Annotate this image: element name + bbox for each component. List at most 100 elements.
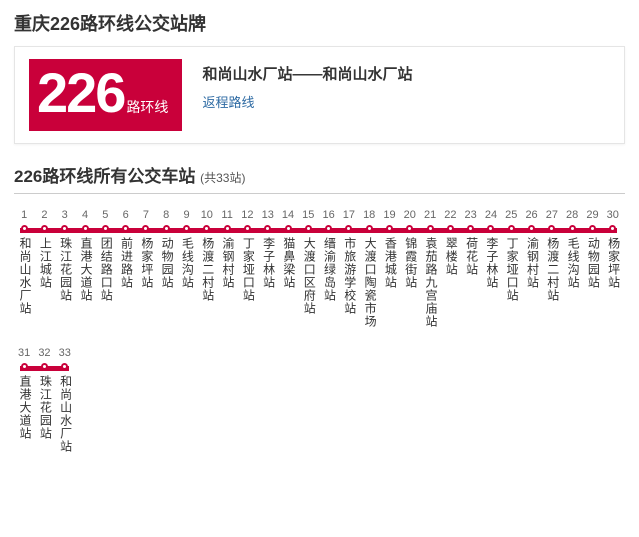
stop-dot xyxy=(427,225,434,232)
stop-dot xyxy=(183,225,190,232)
stop-name: 直港大道站 xyxy=(78,237,92,302)
stop-dot xyxy=(264,225,271,232)
stop[interactable]: 10杨渡二村站 xyxy=(197,208,217,328)
stop-number: 1 xyxy=(21,208,27,222)
stop-number: 13 xyxy=(262,208,274,222)
stop-dot xyxy=(609,225,616,232)
stop[interactable]: 29动物园站 xyxy=(582,208,602,328)
stop-name: 大渡口陶瓷市场 xyxy=(362,237,376,328)
stop-dot xyxy=(569,225,576,232)
stop-dot xyxy=(41,363,48,370)
stop[interactable]: 30杨家坪站 xyxy=(603,208,623,328)
stop-number: 24 xyxy=(485,208,497,222)
stop-name: 市旅游学校站 xyxy=(342,237,356,315)
stop-name: 杨家坪站 xyxy=(139,237,153,289)
stop-name: 翠楼站 xyxy=(443,237,457,276)
return-route-link[interactable]: 返程路线 xyxy=(202,92,412,111)
stop-name: 毛线沟站 xyxy=(180,237,194,289)
stop-dot xyxy=(366,225,373,232)
route-header-card: 226 路环线 和尚山水厂站——和尚山水厂站 返程路线 xyxy=(14,46,625,144)
stop-dot xyxy=(508,225,515,232)
stop-dot xyxy=(82,225,89,232)
stop[interactable]: 13李子林站 xyxy=(258,208,278,328)
section-title-text: 226路环线所有公交车站 xyxy=(14,167,195,186)
stop-dot xyxy=(41,225,48,232)
stop-number: 18 xyxy=(363,208,375,222)
stop[interactable]: 16缙渝绿岛站 xyxy=(318,208,338,328)
stop-name: 猫鼻梁站 xyxy=(281,237,295,289)
stop-name: 前进路站 xyxy=(119,237,133,289)
stop-number: 11 xyxy=(221,208,232,222)
stops-flex: 1和尚山水厂站2上江城站3珠江花园站4直港大道站 5 团结路口站 6 前进路站 7 杨家坪站… xyxy=(14,208,625,328)
stop-number: 19 xyxy=(383,208,395,222)
stop[interactable]: 7 杨家坪站 xyxy=(136,208,156,328)
stop[interactable]: 18 大渡口陶瓷市场 xyxy=(359,208,379,328)
stop-name: 毛线沟站 xyxy=(565,237,579,289)
stop-dot xyxy=(487,225,494,232)
stop-number: 17 xyxy=(343,208,355,222)
stop-number: 30 xyxy=(607,208,619,222)
stop-dot xyxy=(122,225,129,232)
stop[interactable]: 15大渡口区府站 xyxy=(298,208,318,328)
stop-name: 动物园站 xyxy=(586,237,600,289)
stop[interactable]: 5 团结路口站 xyxy=(95,208,115,328)
stop-dot xyxy=(244,225,251,232)
stop[interactable]: 6 前进路站 xyxy=(115,208,135,328)
stop-name: 荷花站 xyxy=(464,237,478,276)
stop[interactable]: 19香港城站 xyxy=(379,208,399,328)
stop-number: 26 xyxy=(525,208,537,222)
stop-dot xyxy=(102,225,109,232)
stop-number: 10 xyxy=(201,208,213,222)
stops-row: 1和尚山水厂站2上江城站3珠江花园站4直港大道站 5 团结路口站 6 前进路站 7 杨家坪站… xyxy=(14,208,625,328)
stop-number: 6 xyxy=(123,208,129,222)
stop-number: 14 xyxy=(282,208,294,222)
stop-number: 21 xyxy=(424,208,436,222)
stop-number: 32 xyxy=(38,346,50,360)
stops-row: 31 直港大道站 32 珠江花园站33和尚山水厂站 xyxy=(14,346,625,453)
stop[interactable]: 4直港大道站 xyxy=(75,208,95,328)
stop[interactable]: 14 猫鼻梁站 xyxy=(278,208,298,328)
stop[interactable]: 21袁茄路九宫庙站 xyxy=(420,208,440,328)
stop-name: 李子林站 xyxy=(484,237,498,289)
stop-dot xyxy=(447,225,454,232)
stop-number: 5 xyxy=(102,208,108,222)
stop-number: 12 xyxy=(241,208,253,222)
stops-container: 1和尚山水厂站2上江城站3珠江花园站4直港大道站 5 团结路口站 6 前进路站 7 杨家坪站… xyxy=(14,208,625,453)
stop[interactable]: 2上江城站 xyxy=(34,208,54,328)
stop-dot xyxy=(285,225,292,232)
stop-name: 珠江花园站 xyxy=(38,375,52,440)
stop[interactable]: 8动物园站 xyxy=(156,208,176,328)
stop[interactable]: 9毛线沟站 xyxy=(176,208,196,328)
page-title: 重庆226路环线公交站牌 xyxy=(14,10,625,36)
stop-number: 2 xyxy=(41,208,47,222)
stop[interactable]: 12丁家垭口站 xyxy=(237,208,257,328)
stop[interactable]: 32 珠江花园站 xyxy=(34,346,54,453)
stop-dot xyxy=(203,225,210,232)
stop-dot xyxy=(305,225,312,232)
stop-number: 31 xyxy=(18,346,30,360)
stop-name: 直港大道站 xyxy=(17,375,31,440)
stop[interactable]: 26渝钢村站 xyxy=(521,208,541,328)
stop[interactable]: 11 渝钢村站 xyxy=(217,208,237,328)
stop-number: 22 xyxy=(444,208,456,222)
stop-number: 7 xyxy=(143,208,149,222)
stop[interactable]: 3珠江花园站 xyxy=(55,208,75,328)
stop-number: 25 xyxy=(505,208,517,222)
stop[interactable]: 31 直港大道站 xyxy=(14,346,34,453)
stop[interactable]: 28毛线沟站 xyxy=(562,208,582,328)
stop[interactable]: 22 翠楼站 xyxy=(440,208,460,328)
stop-dot xyxy=(21,363,28,370)
stop[interactable]: 27杨渡二村站 xyxy=(542,208,562,328)
stop[interactable]: 17 市旅游学校站 xyxy=(339,208,359,328)
stop-dot xyxy=(325,225,332,232)
stop[interactable]: 20锦霞街站 xyxy=(400,208,420,328)
stop[interactable]: 23荷花站 xyxy=(461,208,481,328)
stop[interactable]: 24 李子林站 xyxy=(481,208,501,328)
stop-name: 动物园站 xyxy=(159,237,173,289)
stop-name: 渝钢村站 xyxy=(220,237,234,289)
stop-dot xyxy=(21,225,28,232)
stop-name: 团结路口站 xyxy=(98,237,112,302)
stop[interactable]: 1和尚山水厂站 xyxy=(14,208,34,328)
stop[interactable]: 33和尚山水厂站 xyxy=(55,346,75,453)
stop[interactable]: 25丁家垭口站 xyxy=(501,208,521,328)
